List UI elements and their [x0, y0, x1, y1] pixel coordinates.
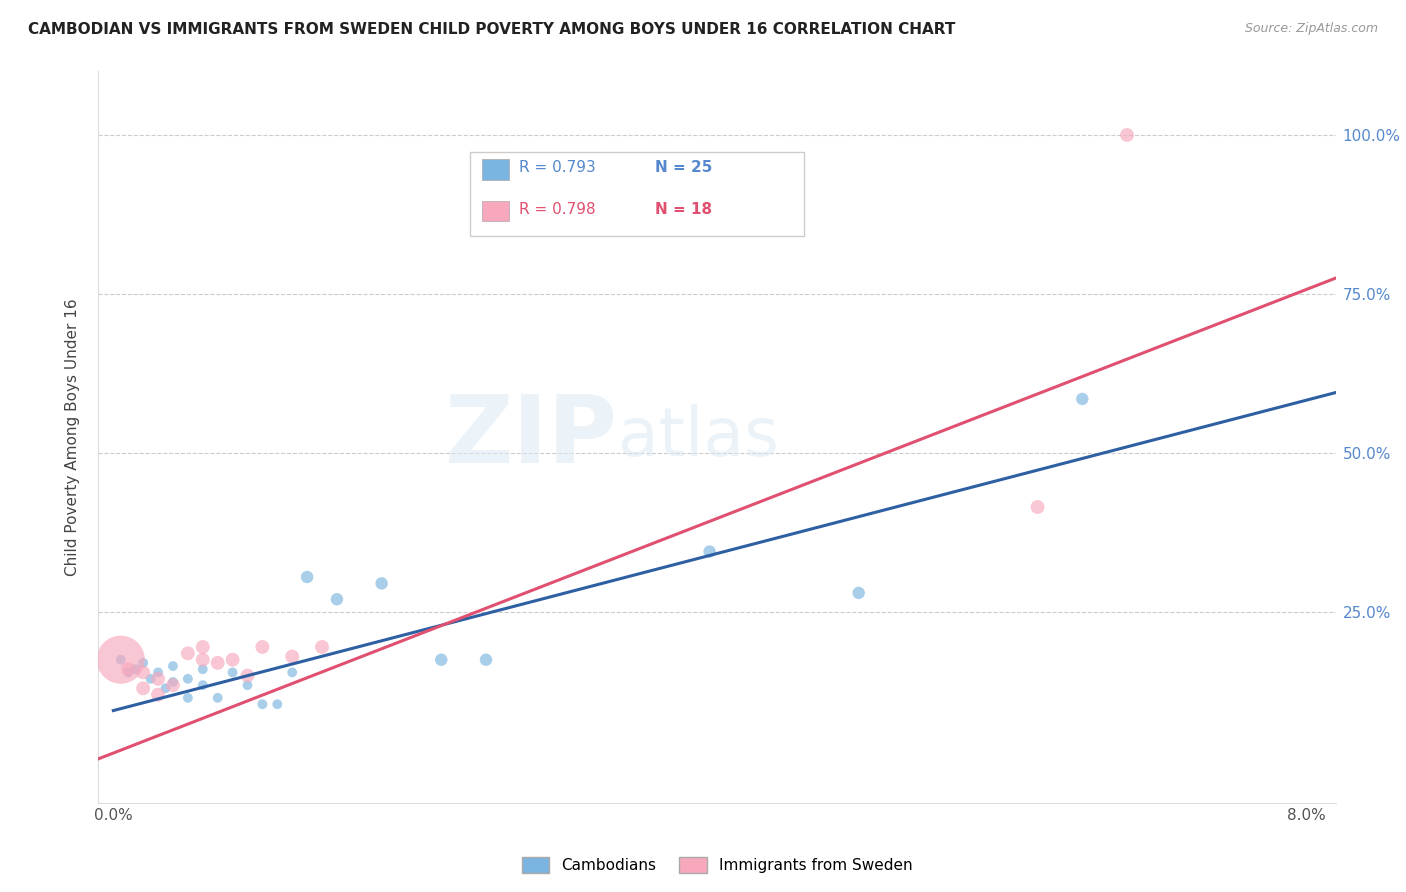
FancyBboxPatch shape: [470, 152, 804, 235]
Point: [1116, 128, 1139, 142]
Point: [311, 640, 333, 654]
Point: [162, 678, 184, 692]
Point: [475, 653, 498, 667]
Point: [155, 681, 177, 696]
Point: [236, 668, 259, 682]
Point: [252, 640, 274, 654]
Text: N = 18: N = 18: [655, 202, 713, 217]
Point: [1071, 392, 1094, 406]
Point: [191, 653, 214, 667]
Point: [146, 665, 169, 680]
Point: [117, 662, 139, 676]
Point: [207, 690, 229, 705]
Point: [252, 697, 274, 711]
Point: [207, 656, 229, 670]
Text: atlas: atlas: [619, 404, 779, 470]
Point: [370, 576, 392, 591]
Point: [1026, 500, 1049, 514]
Text: N = 25: N = 25: [655, 161, 713, 176]
Point: [848, 586, 870, 600]
Point: [162, 659, 184, 673]
Text: R = 0.798: R = 0.798: [519, 202, 596, 217]
Point: [281, 665, 304, 680]
FancyBboxPatch shape: [482, 201, 509, 221]
Text: CAMBODIAN VS IMMIGRANTS FROM SWEDEN CHILD POVERTY AMONG BOYS UNDER 16 CORRELATIO: CAMBODIAN VS IMMIGRANTS FROM SWEDEN CHIL…: [28, 22, 956, 37]
FancyBboxPatch shape: [482, 159, 509, 179]
Point: [117, 665, 139, 680]
Point: [132, 656, 155, 670]
Point: [191, 662, 214, 676]
Point: [125, 662, 148, 676]
Point: [132, 665, 155, 680]
Point: [236, 678, 259, 692]
Point: [110, 653, 132, 667]
Point: [191, 678, 214, 692]
Point: [139, 672, 162, 686]
Text: ZIP: ZIP: [446, 391, 619, 483]
Point: [221, 665, 243, 680]
Point: [281, 649, 304, 664]
Point: [191, 640, 214, 654]
Point: [146, 672, 169, 686]
Point: [266, 697, 288, 711]
Point: [110, 653, 132, 667]
Point: [699, 544, 721, 558]
Legend: Cambodians, Immigrants from Sweden: Cambodians, Immigrants from Sweden: [516, 851, 918, 880]
Point: [326, 592, 349, 607]
Text: R = 0.793: R = 0.793: [519, 161, 596, 176]
Point: [177, 690, 200, 705]
Point: [295, 570, 318, 584]
Text: Source: ZipAtlas.com: Source: ZipAtlas.com: [1244, 22, 1378, 36]
Point: [146, 688, 169, 702]
Point: [177, 646, 200, 660]
Point: [430, 653, 453, 667]
Point: [177, 672, 200, 686]
Point: [132, 681, 155, 696]
Y-axis label: Child Poverty Among Boys Under 16: Child Poverty Among Boys Under 16: [65, 298, 80, 576]
Point: [162, 675, 184, 690]
Point: [221, 653, 243, 667]
